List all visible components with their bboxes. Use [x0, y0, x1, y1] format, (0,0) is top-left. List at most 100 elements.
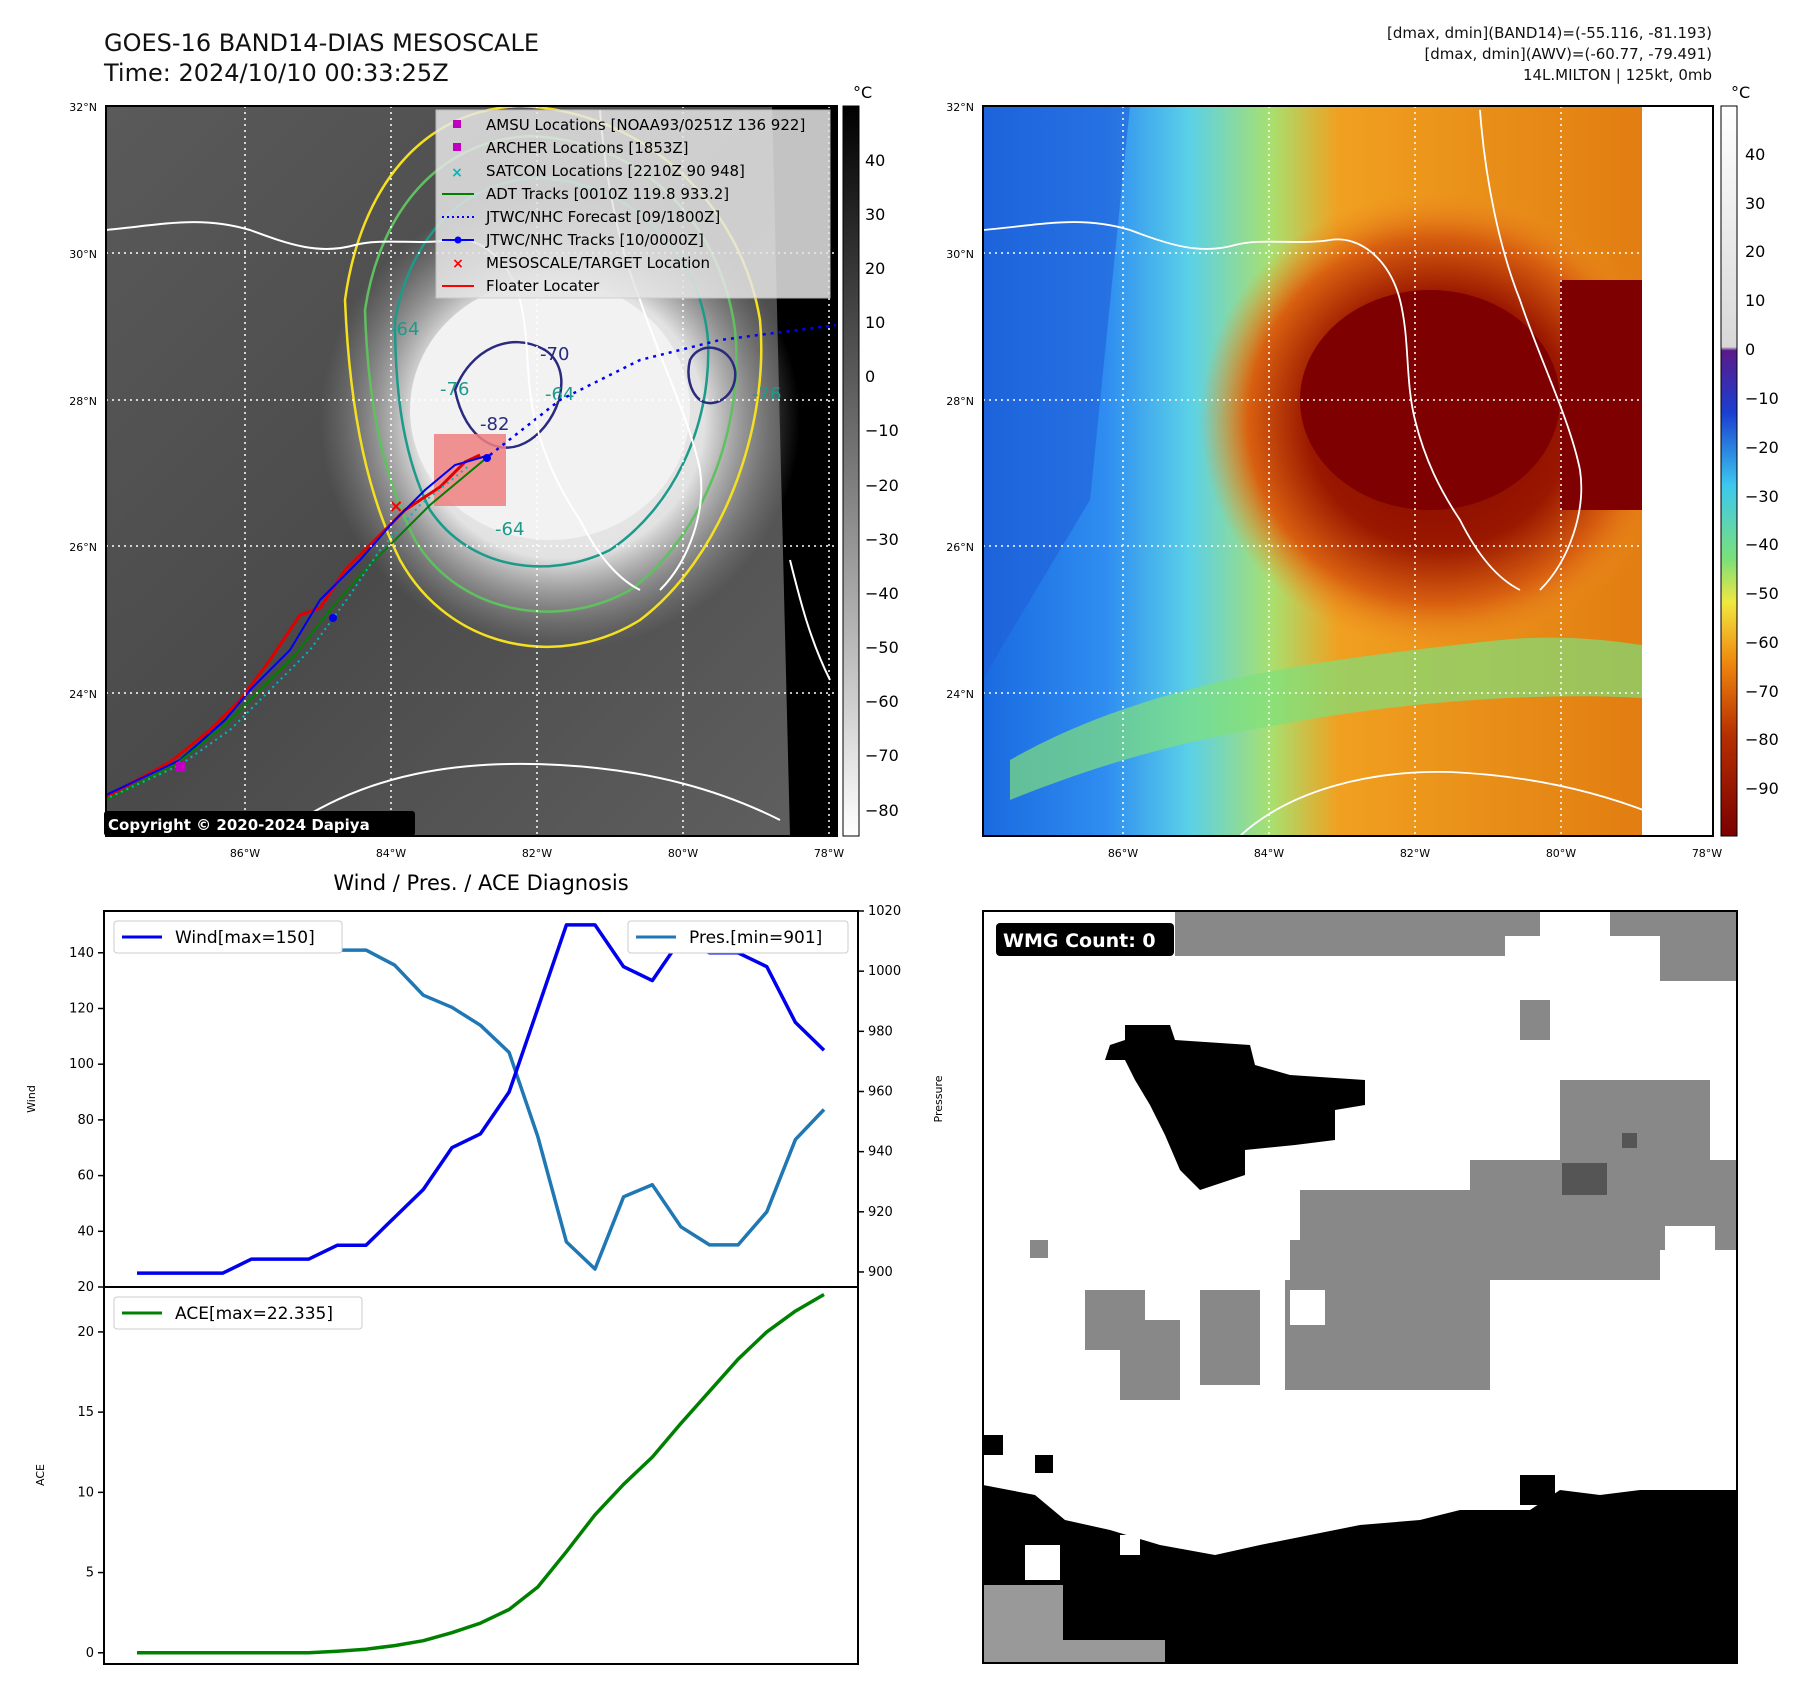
wmg-frame — [982, 910, 1738, 1664]
contour-label: -64 — [545, 384, 574, 405]
pressure-tick-label: 1020 — [868, 904, 901, 919]
wmg-white-hole — [1025, 1545, 1060, 1580]
colorbar-tick: 30 — [1745, 194, 1765, 213]
wind-tick-label: 60 — [77, 1169, 94, 1184]
lat-label: 30°N — [69, 248, 97, 261]
storm-info: 14L.MILTON | 125kt, 0mb — [1523, 66, 1712, 84]
ir-contour-blue-east — [687, 346, 737, 405]
dmax-band14: [dmax, dmin](BAND14)=(-55.116, -81.193) — [1387, 24, 1712, 42]
colorbar-tick: −20 — [1745, 438, 1779, 457]
dmax-awv: [dmax, dmin](AWV)=(-60.77, -79.491) — [1424, 45, 1712, 63]
ir-map-frame — [105, 105, 838, 837]
colorbar-tick: 0 — [1745, 340, 1755, 359]
contour-label: -64 — [495, 519, 524, 540]
contour-label: -76 — [752, 384, 781, 405]
awv-gulf-coastline — [983, 221, 1521, 591]
pressure-tick-label: 900 — [868, 1265, 893, 1280]
ace-chart-frame — [103, 1286, 859, 1665]
wmg-dark-cell — [1562, 1163, 1607, 1195]
pres-legend: Pres.[min=901] — [627, 920, 849, 954]
wind-tick-label: 20 — [77, 1280, 94, 1295]
figure-title: GOES-16 BAND14-DIAS MESOSCALE — [104, 29, 539, 57]
awv-lon-labels: 86°W 84°W 82°W 80°W 78°W — [1108, 847, 1722, 860]
wmg-gray-cell — [1030, 1240, 1048, 1258]
awv-dry-west — [983, 106, 1130, 680]
legend-marker-square — [453, 143, 461, 151]
pres-legend-label: Pres.[min=901] — [689, 928, 822, 948]
ir-target-marker: × — [388, 496, 403, 517]
wmg-black-cell — [983, 1435, 1003, 1455]
lon-label: 82°W — [522, 847, 552, 860]
ir-nhc-forecast — [489, 323, 837, 456]
ir-colorbar — [842, 105, 860, 837]
legend-label: JTWC/NHC Tracks [10/0000Z] — [485, 231, 704, 249]
lat-label: 30°N — [946, 248, 974, 261]
ir-adt-track — [106, 454, 491, 801]
pressure-tick-label: 980 — [868, 1024, 893, 1039]
wmg-gray-cell — [1200, 1290, 1260, 1385]
legend-label: ARCHER Locations [1853Z] — [486, 139, 689, 157]
copyright-box — [104, 811, 415, 836]
ir-lat-labels: 32°N 30°N 28°N 26°N 24°N — [69, 101, 97, 701]
ir-floater-track — [106, 453, 481, 799]
ir-lon-labels: 86°W 84°W 82°W 80°W 78°W — [230, 847, 844, 860]
colorbar-tick: 30 — [865, 205, 885, 224]
ace-tick-label: 5 — [86, 1566, 94, 1581]
legend-label: MESOSCALE/TARGET Location — [486, 254, 710, 272]
lat-label: 32°N — [69, 101, 97, 114]
lon-label: 84°W — [1254, 847, 1284, 860]
colorbar-tick: 20 — [865, 259, 885, 278]
legend-marker-x: × — [452, 256, 464, 272]
awv-cuba-coast — [1239, 770, 1669, 836]
wmg-white-hole — [1665, 1226, 1715, 1251]
legend-marker-dot — [454, 236, 462, 244]
colorbar-tick: −10 — [865, 421, 899, 440]
lon-label: 86°W — [230, 847, 260, 860]
awv-colorbar — [1720, 105, 1738, 837]
colorbar-tick: 0 — [865, 367, 875, 386]
lat-label: 32°N — [946, 101, 974, 114]
colorbar-tick: −60 — [865, 692, 899, 711]
wmg-gray-patch — [1045, 1640, 1165, 1663]
colorbar-tick: −50 — [1745, 584, 1779, 603]
colorbar-tick: −90 — [1745, 779, 1779, 798]
wmg-black-blob — [1105, 1025, 1365, 1190]
lon-label: 80°W — [668, 847, 698, 860]
lat-label: 28°N — [946, 395, 974, 408]
wmg-count-badge — [996, 923, 1174, 956]
wind-tick-label: 40 — [77, 1224, 94, 1239]
ir-legend-box — [435, 109, 831, 299]
awv-no-data-strip — [1642, 106, 1713, 836]
colorbar-tick: −40 — [865, 584, 899, 603]
figure-time: Time: 2024/10/10 00:33:25Z — [103, 59, 449, 87]
awv-colorbar-ticks: 40 30 20 10 0 −10 −20 −30 −40 −50 −60 −7… — [1745, 145, 1779, 798]
wmg-gray-cell — [1660, 911, 1737, 981]
wmg-white-hole — [1120, 1535, 1140, 1555]
legend-marker-square — [453, 120, 461, 128]
pressure-tick-label: 940 — [868, 1145, 893, 1160]
legend-label: Floater Locater — [486, 277, 600, 295]
colorbar-tick: −70 — [865, 746, 899, 765]
colorbar-tick: 10 — [865, 313, 885, 332]
pressure-axis-label: Pressure — [932, 1075, 945, 1122]
colorbar-tick: −30 — [865, 530, 899, 549]
colorbar-tick: 10 — [1745, 291, 1765, 310]
pressure-tick-label: 1000 — [868, 964, 901, 979]
wmg-black-south — [983, 1485, 1737, 1663]
lon-label: 86°W — [1108, 847, 1138, 860]
legend-label: SATCON Locations [2210Z 90 948] — [486, 162, 745, 180]
wind-tick-label: 140 — [69, 946, 94, 961]
ir-colorbar-unit: °C — [853, 83, 872, 102]
ir-satcon-track — [109, 464, 471, 798]
colorbar-tick: −20 — [865, 476, 899, 495]
colorbar-tick: −30 — [1745, 487, 1779, 506]
wind-legend-box — [113, 920, 343, 954]
wind-tick-label: 100 — [69, 1057, 94, 1072]
lat-label: 24°N — [946, 688, 974, 701]
ir-nhc-point — [483, 454, 491, 462]
ace-tick-label: 10 — [77, 1485, 94, 1500]
wmg-black-cell — [1035, 1455, 1053, 1473]
lon-label: 80°W — [1546, 847, 1576, 860]
diagnosis-title: Wind / Pres. / ACE Diagnosis — [333, 871, 628, 895]
